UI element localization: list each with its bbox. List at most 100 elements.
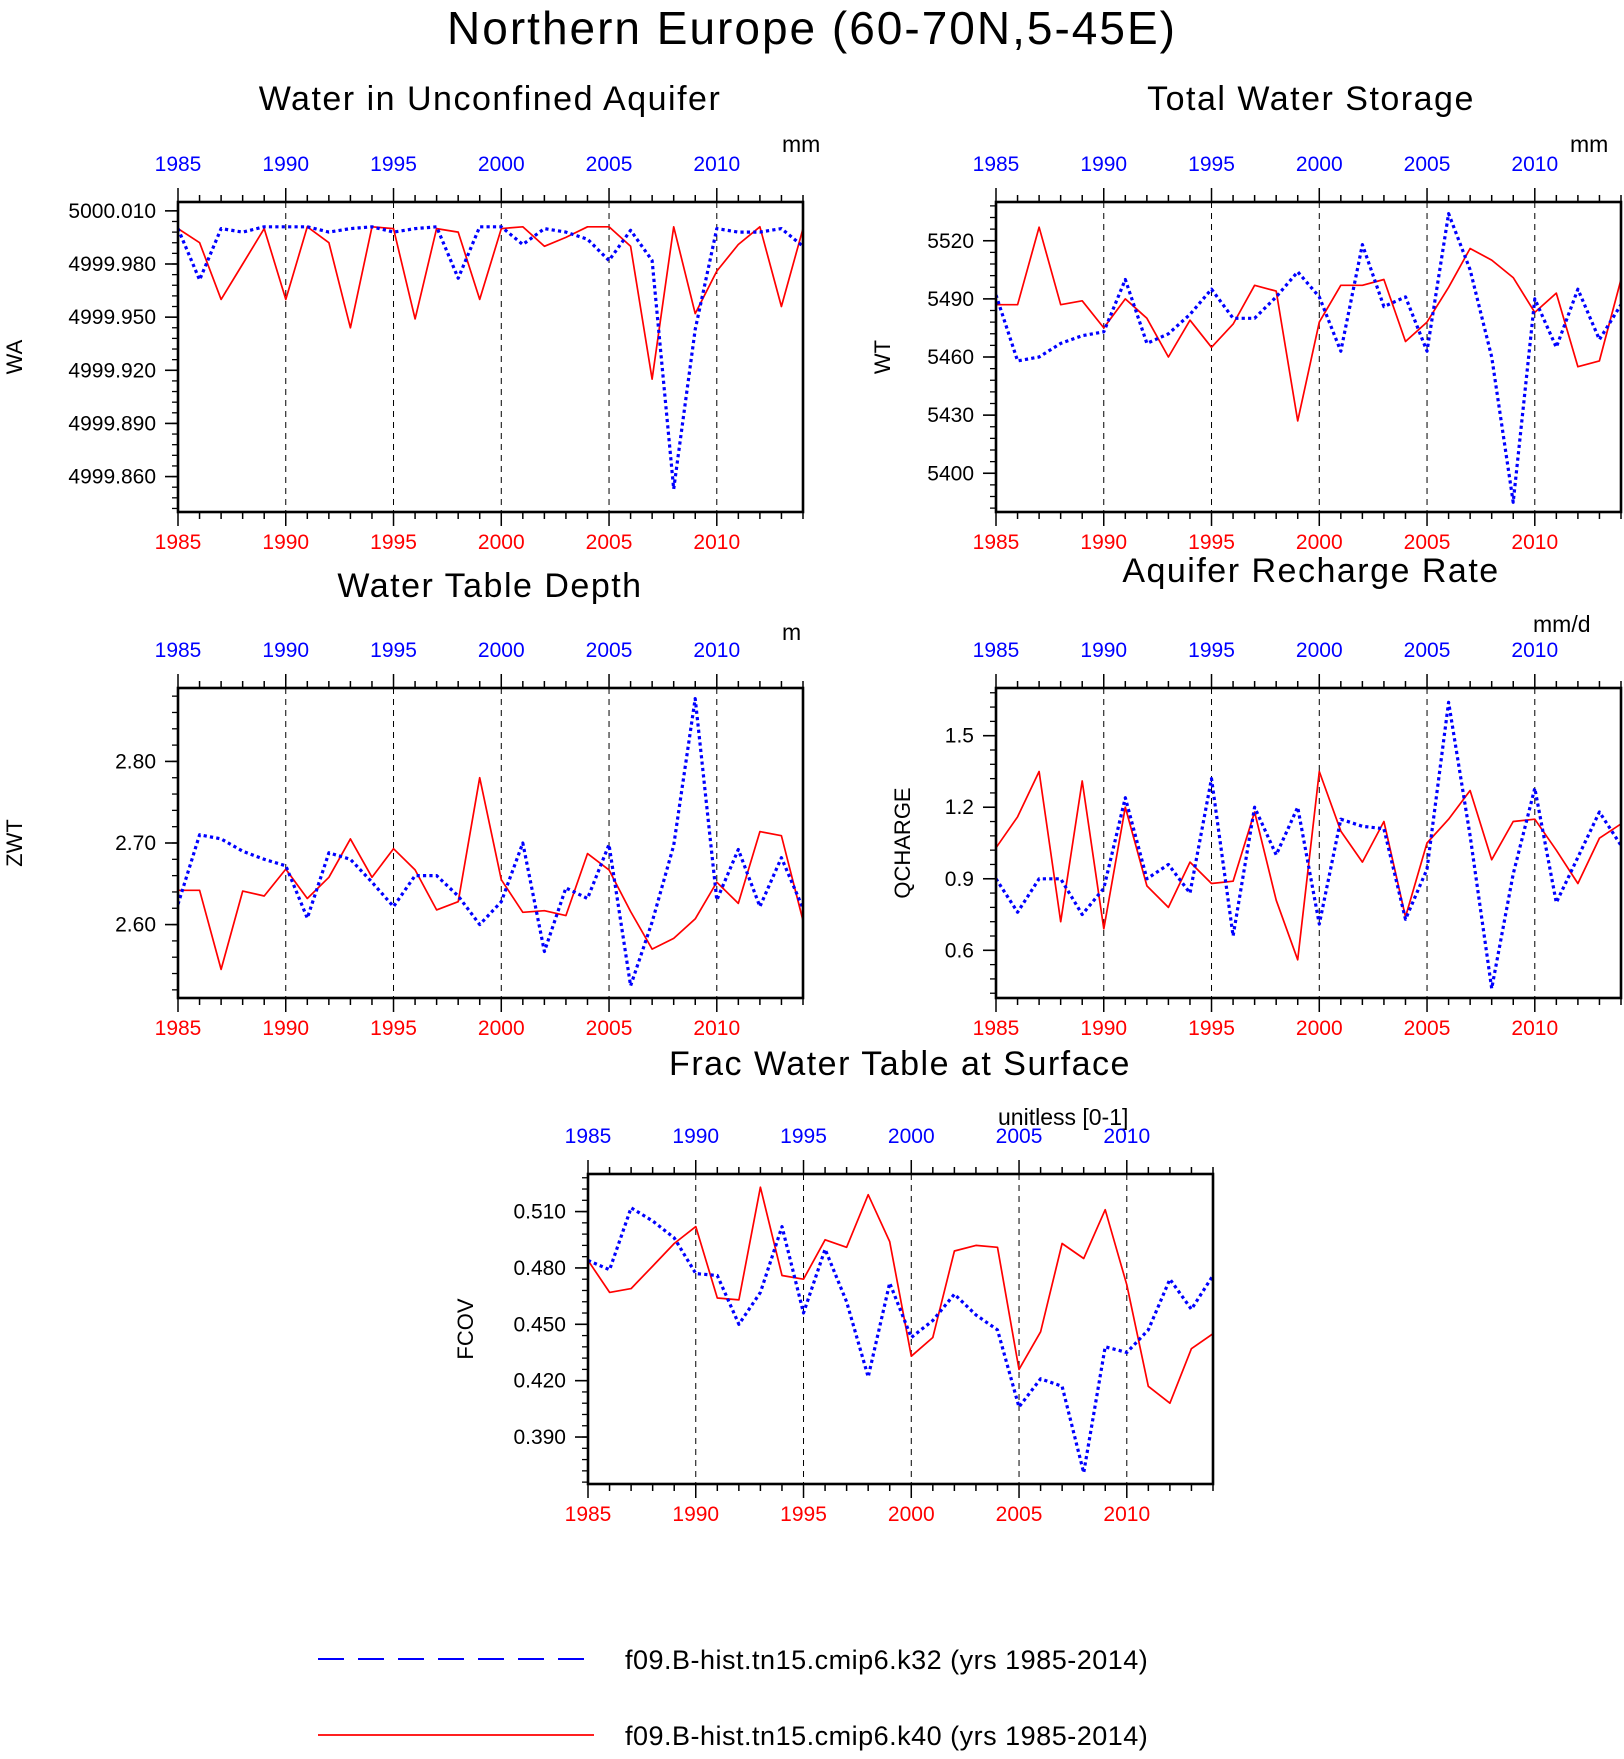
panel-4: Frac Water Table at Surface unitless [0-1… [453, 1045, 1215, 1526]
panel-title: Aquifer Recharge Rate [1122, 552, 1499, 590]
x-tick-label-top: 1990 [672, 1125, 719, 1148]
y-tick-label: 4999.890 [68, 412, 156, 435]
x-tick-label-top: 1995 [1188, 153, 1235, 176]
units-label: mm [782, 131, 820, 157]
x-tick-label-top: 1990 [262, 639, 309, 662]
x-tick-label-top: 1995 [370, 639, 417, 662]
x-tick-label-bottom: 2010 [693, 1017, 740, 1040]
y-tick-label: 2.70 [115, 832, 156, 855]
panel-3: Aquifer Recharge Rate mm/d QCHARGE 1985 1985… [890, 552, 1623, 1040]
panel-title: Water in Unconfined Aquifer [259, 80, 722, 118]
x-tick-label-top: 2000 [1296, 639, 1343, 662]
x-tick-label-top: 1985 [973, 639, 1020, 662]
x-tick-label-bottom: 1995 [370, 531, 417, 554]
x-tick-label-top: 1985 [973, 153, 1020, 176]
y-axis-label: ZWT [2, 819, 27, 867]
x-tick-label-bottom: 1995 [1188, 1017, 1235, 1040]
x-tick-label-top: 1985 [565, 1125, 612, 1148]
panels: Water in Unconfined Aquifer mm WA 1985 1985 1… [2, 80, 1623, 1526]
legend: f09.B-hist.tn15.cmip6.k32 (yrs 1985-2014… [318, 1645, 1148, 1751]
x-tick-label-top: 1995 [370, 153, 417, 176]
series-k40-line [996, 226, 1621, 422]
x-tick-label-bottom: 1995 [370, 1017, 417, 1040]
panel-title: Total Water Storage [1147, 80, 1475, 118]
panel-0: Water in Unconfined Aquifer mm WA 1985 1985 1… [2, 80, 820, 554]
y-axis-label: FCOV [453, 1298, 478, 1359]
series-k32-line [178, 696, 803, 988]
x-tick-label-top: 2005 [586, 153, 633, 176]
units-label: m [782, 619, 801, 645]
x-tick-label-bottom: 2000 [1296, 531, 1343, 554]
plot-frame [176, 686, 805, 1000]
series-k40-line [178, 776, 803, 971]
x-tick-label-bottom: 1985 [973, 1017, 1020, 1040]
y-tick-label: 2.80 [115, 750, 156, 773]
x-tick-label-top: 2005 [1404, 153, 1451, 176]
y-tick-label: 4999.920 [68, 359, 156, 382]
x-tick-label-bottom: 2005 [1404, 1017, 1451, 1040]
y-tick-label: 0.480 [513, 1257, 566, 1280]
legend-label-k32: f09.B-hist.tn15.cmip6.k32 (yrs 1985-2014… [625, 1645, 1148, 1675]
x-tick-label-bottom: 1985 [155, 531, 202, 554]
y-tick-label: 1.2 [945, 796, 974, 819]
x-tick-label-bottom: 2010 [1103, 1503, 1150, 1526]
y-tick-label: 0.420 [513, 1370, 566, 1393]
y-tick-label: 2.60 [115, 914, 156, 937]
plot-frame [586, 1172, 1215, 1486]
x-tick-label-bottom: 1990 [1080, 531, 1127, 554]
plot-frame [994, 200, 1623, 514]
series-k40-line [996, 770, 1621, 961]
y-tick-label: 5520 [927, 230, 974, 253]
figure-title: Northern Europe (60-70N,5-45E) [447, 2, 1177, 54]
x-tick-label-top: 1990 [1080, 153, 1127, 176]
y-tick-label: 5460 [927, 346, 974, 369]
x-tick-label-bottom: 1990 [262, 1017, 309, 1040]
x-tick-label-top: 2010 [693, 639, 740, 662]
x-tick-label-bottom: 2005 [586, 531, 633, 554]
y-tick-label: 0.9 [945, 868, 974, 891]
series-k40-line [588, 1186, 1213, 1405]
y-tick-label: 5400 [927, 462, 974, 485]
plot-frame [994, 686, 1623, 1000]
y-tick-label: 4999.980 [68, 253, 156, 276]
panel-2: Water Table Depth m ZWT 1985 1985 1990 1990 199… [2, 567, 805, 1040]
y-tick-label: 4999.860 [68, 466, 156, 489]
x-tick-label-bottom: 1995 [1188, 531, 1235, 554]
plot-frame [176, 200, 805, 514]
y-tick-label: 1.5 [945, 725, 974, 748]
x-tick-label-top: 1985 [155, 153, 202, 176]
x-tick-label-bottom: 1985 [565, 1503, 612, 1526]
x-tick-label-top: 1985 [155, 639, 202, 662]
y-axis-label: WA [2, 339, 27, 374]
units-label: mm [1570, 131, 1608, 157]
x-tick-label-top: 1990 [1080, 639, 1127, 662]
x-tick-label-bottom: 2005 [586, 1017, 633, 1040]
x-tick-label-bottom: 2000 [1296, 1017, 1343, 1040]
units-label: unitless [0-1] [998, 1104, 1128, 1130]
x-tick-label-bottom: 2010 [693, 531, 740, 554]
x-tick-label-bottom: 2000 [888, 1503, 935, 1526]
units-label: mm/d [1533, 611, 1591, 637]
y-tick-label: 0.6 [945, 939, 974, 962]
x-tick-label-top: 2000 [478, 153, 525, 176]
x-tick-label-bottom: 2000 [478, 531, 525, 554]
y-tick-label: 0.390 [513, 1426, 566, 1449]
y-tick-label: 5430 [927, 404, 974, 427]
x-tick-label-bottom: 1990 [672, 1503, 719, 1526]
x-tick-label-top: 1995 [780, 1125, 827, 1148]
x-tick-label-bottom: 2010 [1511, 1017, 1558, 1040]
x-tick-label-bottom: 1990 [262, 531, 309, 554]
x-tick-label-top: 2010 [1511, 639, 1558, 662]
y-tick-label: 5000.010 [68, 200, 156, 223]
x-tick-label-bottom: 2010 [1511, 531, 1558, 554]
series-k32-line [178, 225, 803, 491]
y-tick-label: 5490 [927, 288, 974, 311]
x-tick-label-top: 2010 [1511, 153, 1558, 176]
x-tick-label-top: 2000 [1296, 153, 1343, 176]
legend-label-k40: f09.B-hist.tn15.cmip6.k40 (yrs 1985-2014… [625, 1721, 1148, 1751]
panel-title: Water Table Depth [337, 567, 642, 605]
panel-title: Frac Water Table at Surface [669, 1045, 1131, 1083]
x-tick-label-top: 2010 [1103, 1125, 1150, 1148]
x-tick-label-top: 2005 [996, 1125, 1043, 1148]
x-tick-label-bottom: 1995 [780, 1503, 827, 1526]
